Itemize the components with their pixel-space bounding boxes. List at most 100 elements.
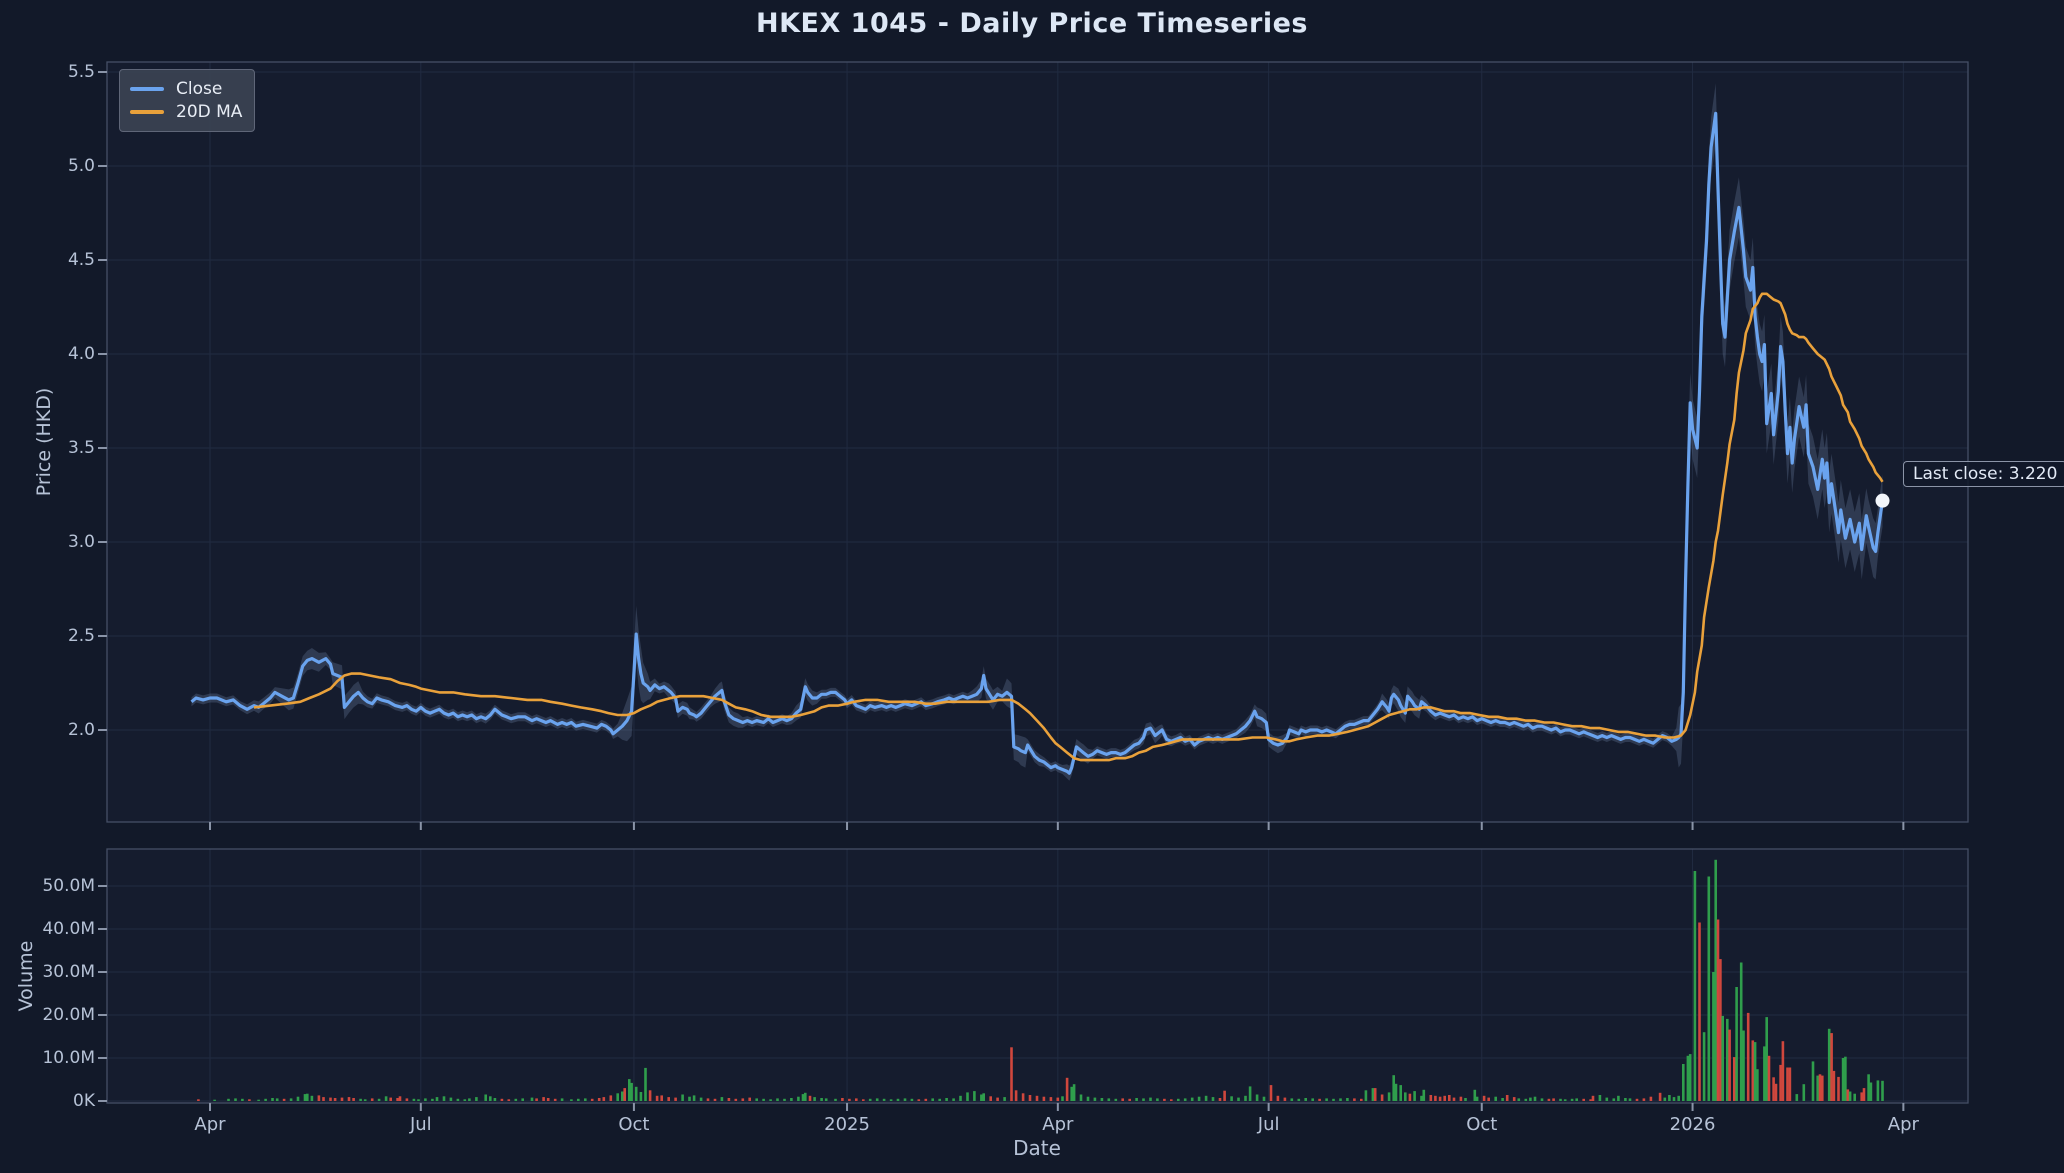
volume-bar[interactable] — [813, 1097, 816, 1101]
volume-bar[interactable] — [630, 1082, 633, 1101]
volume-bar[interactable] — [590, 1098, 594, 1101]
volume-bar[interactable] — [597, 1098, 601, 1101]
volume-bar[interactable] — [1473, 1089, 1477, 1101]
volume-bar[interactable] — [1867, 1074, 1870, 1101]
volume-bar[interactable] — [1065, 1077, 1069, 1101]
volume-bar[interactable] — [924, 1098, 928, 1101]
volume-bar[interactable] — [322, 1097, 325, 1101]
volume-bar[interactable] — [808, 1095, 812, 1101]
volume-bar[interactable] — [1197, 1096, 1201, 1101]
volume-bar[interactable] — [868, 1098, 872, 1101]
volume-bar[interactable] — [377, 1098, 381, 1101]
volume-bar[interactable] — [1262, 1096, 1266, 1101]
volume-bar[interactable] — [1297, 1098, 1301, 1101]
volume-bar[interactable] — [1056, 1097, 1060, 1101]
volume-bar[interactable] — [1841, 1058, 1845, 1101]
volume-bar[interactable] — [776, 1098, 779, 1101]
volume-bar[interactable] — [1392, 1075, 1395, 1101]
volume-bar[interactable] — [1422, 1089, 1426, 1101]
volume-bar[interactable] — [1373, 1088, 1377, 1101]
volume-bar[interactable] — [896, 1098, 900, 1101]
volume-bar[interactable] — [1459, 1096, 1463, 1101]
volume-bar[interactable] — [720, 1097, 724, 1101]
volume-bar[interactable] — [1399, 1085, 1402, 1101]
volume-bar[interactable] — [264, 1098, 267, 1101]
volume-bar[interactable] — [542, 1097, 545, 1101]
volume-bar[interactable] — [1276, 1095, 1280, 1101]
volume-bar[interactable] — [1821, 1075, 1824, 1101]
volume-bar[interactable] — [660, 1095, 663, 1101]
volume-bar[interactable] — [1269, 1085, 1273, 1101]
volume-plot-background[interactable] — [107, 849, 1968, 1103]
volume-bar[interactable] — [734, 1098, 738, 1101]
volume-bar[interactable] — [1686, 1055, 1690, 1101]
volume-bar[interactable] — [1177, 1098, 1180, 1101]
volume-bar[interactable] — [442, 1096, 446, 1101]
volume-bar[interactable] — [1733, 1057, 1736, 1101]
volume-bar[interactable] — [797, 1096, 800, 1101]
volume-bar[interactable] — [1721, 1015, 1724, 1101]
volume-bar[interactable] — [1311, 1098, 1314, 1101]
volume-bar[interactable] — [1582, 1098, 1585, 1101]
volume-bar[interactable] — [468, 1098, 471, 1101]
volume-bar[interactable] — [405, 1098, 409, 1101]
volume-bar[interactable] — [1728, 1029, 1731, 1101]
volume-bar[interactable] — [1079, 1094, 1083, 1102]
volume-bar[interactable] — [1413, 1091, 1416, 1101]
volume-bar[interactable] — [910, 1098, 914, 1101]
volume-bar[interactable] — [1827, 1028, 1831, 1101]
volume-bar[interactable] — [1702, 1032, 1706, 1101]
volume-bar[interactable] — [982, 1093, 985, 1101]
volume-bar[interactable] — [1605, 1097, 1609, 1101]
volume-bar[interactable] — [213, 1099, 216, 1101]
volume-bar[interactable] — [1042, 1096, 1046, 1101]
volume-bar[interactable] — [507, 1099, 511, 1101]
volume-bar[interactable] — [484, 1094, 487, 1102]
volume-bar[interactable] — [329, 1097, 332, 1101]
volume-bar[interactable] — [755, 1098, 758, 1101]
volume-bar[interactable] — [1682, 1064, 1685, 1101]
volume-bar[interactable] — [848, 1098, 851, 1101]
volume-bar[interactable] — [493, 1098, 497, 1101]
volume-bar[interactable] — [1751, 1040, 1755, 1101]
volume-bar[interactable] — [1380, 1094, 1384, 1102]
volume-bar[interactable] — [1774, 1083, 1778, 1101]
volume-bar[interactable] — [1035, 1095, 1039, 1101]
volume-bar[interactable] — [1693, 871, 1697, 1101]
volume-bar[interactable] — [602, 1097, 606, 1101]
volume-bar[interactable] — [1070, 1086, 1073, 1101]
volume-bar[interactable] — [530, 1097, 534, 1101]
volume-bar[interactable] — [1255, 1094, 1259, 1102]
volume-bar[interactable] — [1719, 959, 1722, 1101]
volume-bar[interactable] — [959, 1095, 962, 1101]
volume-bar[interactable] — [1876, 1080, 1880, 1101]
volume-bar[interactable] — [1628, 1098, 1632, 1101]
volume-bar[interactable] — [1818, 1074, 1822, 1101]
volume-bar[interactable] — [1716, 919, 1720, 1102]
volume-bar[interactable] — [1512, 1097, 1516, 1101]
volume-bar[interactable] — [1332, 1098, 1335, 1101]
legend-item-ma[interactable]: 20D MA — [130, 100, 242, 123]
volume-bar[interactable] — [500, 1098, 504, 1101]
volume-bar[interactable] — [1802, 1084, 1806, 1101]
volume-bar[interactable] — [1668, 1095, 1671, 1101]
volume-bar[interactable] — [882, 1098, 886, 1101]
volume-bar[interactable] — [1540, 1098, 1544, 1101]
volume-bar[interactable] — [1672, 1097, 1676, 1101]
volume-bar[interactable] — [1846, 1089, 1850, 1101]
volume-bar[interactable] — [347, 1097, 351, 1101]
volume-bar[interactable] — [1529, 1097, 1532, 1101]
volume-bar[interactable] — [1360, 1098, 1363, 1101]
volume-bar[interactable] — [1049, 1097, 1053, 1101]
volume-bar[interactable] — [1746, 1012, 1750, 1101]
volume-bar[interactable] — [577, 1098, 580, 1101]
volume-bar[interactable] — [741, 1098, 745, 1101]
volume-bar[interactable] — [945, 1098, 948, 1101]
volume-bar[interactable] — [1786, 1067, 1789, 1102]
volume-bar[interactable] — [560, 1098, 564, 1101]
volume-bar[interactable] — [1211, 1097, 1215, 1101]
legend[interactable]: Close 20D MA — [119, 69, 256, 132]
volume-bar[interactable] — [917, 1099, 921, 1101]
volume-bar[interactable] — [996, 1097, 999, 1101]
volume-bar[interactable] — [1816, 1075, 1819, 1101]
